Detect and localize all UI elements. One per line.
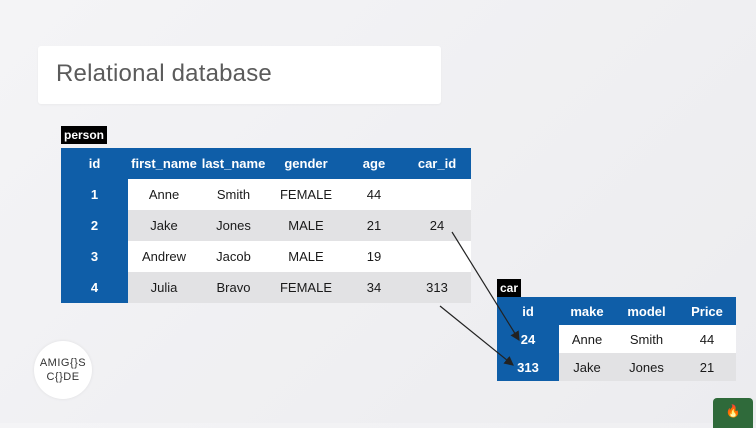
table-row: 2 Jake Jones MALE 21 24 [61, 210, 471, 241]
table-row: 4 Julia Bravo FEMALE 34 313 [61, 272, 471, 303]
person-header-row: id first_name last_name gender age car_i… [61, 148, 471, 179]
table-cell: Bravo [200, 272, 267, 303]
campfire-icon: 🔥 [713, 398, 753, 428]
table-cell: 44 [678, 325, 736, 353]
car-col-make: make [559, 297, 615, 325]
table-row: 3 Andrew Jacob MALE 19 [61, 241, 471, 272]
person-col-last-name: last_name [200, 148, 267, 179]
table-cell: Jones [200, 210, 267, 241]
table-cell: 24 [403, 210, 471, 241]
slide-title: Relational database [56, 60, 272, 87]
table-cell: Jacob [200, 241, 267, 272]
person-table: id first_name last_name gender age car_i… [61, 148, 471, 303]
fk-arrow-313 [439, 305, 514, 366]
table-cell: 34 [345, 272, 403, 303]
table-cell: Smith [615, 325, 678, 353]
table-cell: FEMALE [267, 272, 345, 303]
table-cell: Jake [559, 353, 615, 381]
person-col-first-name: first_name [128, 148, 200, 179]
table-cell: Jake [128, 210, 200, 241]
person-col-gender: gender [267, 148, 345, 179]
car-id-cell: 24 [497, 325, 559, 353]
person-id-cell: 1 [61, 179, 128, 210]
table-cell: 21 [678, 353, 736, 381]
person-col-age: age [345, 148, 403, 179]
table-row: 313 Jake Jones 21 [497, 353, 736, 381]
table-cell: MALE [267, 210, 345, 241]
table-cell [403, 179, 471, 210]
person-col-car-id: car_id [403, 148, 471, 179]
table-cell: Jones [615, 353, 678, 381]
person-id-cell: 2 [61, 210, 128, 241]
fk-arrow-24 [451, 231, 520, 342]
car-table-label: car [497, 279, 522, 297]
table-cell: Anne [128, 179, 200, 210]
person-id-cell: 3 [61, 241, 128, 272]
car-col-model: model [615, 297, 678, 325]
table-cell: 44 [345, 179, 403, 210]
title-card: Relational database [38, 46, 441, 104]
person-col-id: id [61, 148, 128, 179]
table-cell [403, 241, 471, 272]
table-cell: MALE [267, 241, 345, 272]
table-cell: 313 [403, 272, 471, 303]
person-id-cell: 4 [61, 272, 128, 303]
logo-line-1: AMIG{}S [39, 357, 87, 369]
logo-line-2: C{}DE [46, 371, 80, 383]
car-col-price: Price [678, 297, 736, 325]
table-cell: 19 [345, 241, 403, 272]
table-cell: 21 [345, 210, 403, 241]
table-cell: Julia [128, 272, 200, 303]
table-cell: FEMALE [267, 179, 345, 210]
table-cell: Andrew [128, 241, 200, 272]
table-cell: Anne [559, 325, 615, 353]
table-row: 1 Anne Smith FEMALE 44 [61, 179, 471, 210]
table-row: 24 Anne Smith 44 [497, 325, 736, 353]
table-cell: Smith [200, 179, 267, 210]
person-table-label: person [61, 126, 108, 144]
amigoscode-logo: AMIG{}S C{}DE [34, 341, 92, 399]
